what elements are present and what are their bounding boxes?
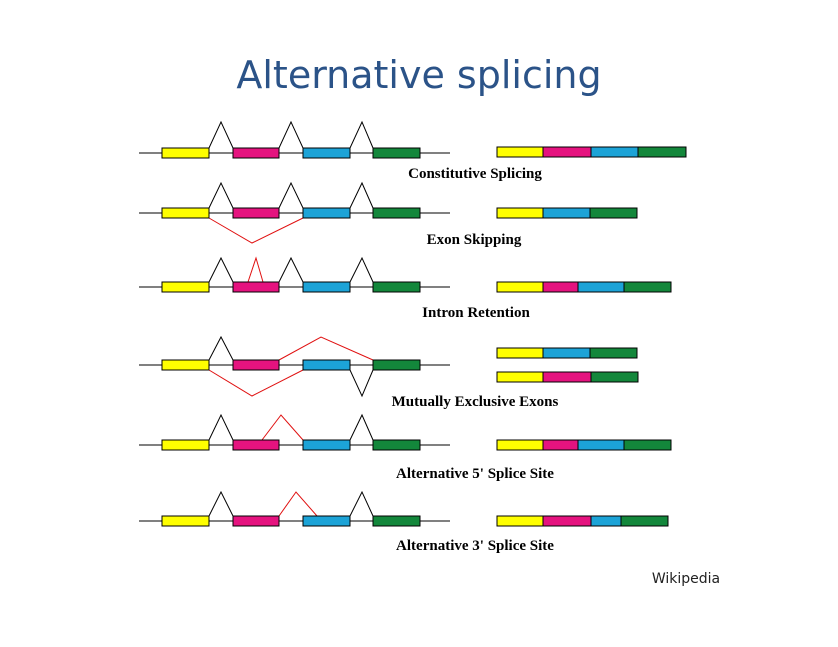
exon [372, 207, 421, 219]
label: Alternative 3' Splice Site [396, 538, 554, 554]
mrna-exon [542, 371, 592, 383]
diagram-exon-skipping: Exon Skipping [139, 181, 638, 248]
mrna-exon [496, 439, 544, 451]
mrna-exon [542, 146, 592, 158]
splice [278, 181, 304, 209]
mrna-exon [623, 281, 672, 293]
mrna-exon [542, 281, 579, 293]
splice [208, 335, 234, 361]
diagram-alt-3-prime: Alternative 3' Splice Site [139, 490, 669, 554]
splice [208, 256, 234, 283]
exon [232, 281, 280, 293]
splice [349, 490, 374, 517]
exon [161, 439, 210, 451]
splice [278, 256, 304, 283]
splice [349, 413, 374, 441]
splice [349, 181, 374, 209]
mrna-exon [542, 515, 592, 527]
mrna-exon [496, 347, 544, 359]
exon [372, 147, 421, 159]
exon [232, 515, 280, 527]
mrna-exon [577, 439, 625, 451]
exon [302, 359, 351, 371]
mrna-exon [542, 439, 579, 451]
mrna-exon [590, 371, 639, 383]
alt-splice [278, 336, 374, 361]
exon [232, 359, 280, 371]
mrna-exon [589, 207, 638, 219]
exon [372, 281, 421, 293]
mrna-exon [496, 146, 544, 158]
alt-splice [208, 369, 304, 397]
mrna-exon [542, 207, 591, 219]
exon [372, 439, 421, 451]
diagram-intron-retention: Intron Retention [139, 256, 672, 321]
mrna-exon [590, 515, 622, 527]
splice [278, 120, 304, 149]
label: Alternative 5' Splice Site [396, 466, 554, 482]
exon [232, 207, 280, 219]
splice [349, 120, 374, 149]
title: Alternative splicing [236, 53, 601, 97]
mrna-exon [496, 515, 544, 527]
mrna-exon [577, 281, 625, 293]
credit: Wikipedia [652, 571, 720, 587]
exon [161, 207, 210, 219]
label: Exon Skipping [427, 232, 522, 248]
exon [232, 439, 280, 451]
splice [208, 120, 234, 149]
exon [302, 207, 351, 219]
splice [208, 181, 234, 209]
diagram-mutually-exclusive: Mutually Exclusive Exons [139, 335, 639, 410]
mrna-exon [496, 207, 544, 219]
splice [349, 256, 374, 283]
diagram-constitutive: Constitutive Splicing [139, 120, 687, 182]
exon [302, 281, 351, 293]
diagram-alt-5-prime: Alternative 5' Splice Site [139, 413, 672, 482]
mrna-exon [496, 281, 544, 293]
label: Mutually Exclusive Exons [392, 394, 559, 410]
mrna-exon [542, 347, 591, 359]
mrna-exon [623, 439, 672, 451]
splice [349, 369, 374, 398]
exon [161, 515, 210, 527]
exon [302, 515, 351, 527]
exon [161, 281, 210, 293]
alt-splice [208, 217, 304, 244]
label: Constitutive Splicing [408, 166, 542, 182]
exon [302, 439, 351, 451]
exon [372, 515, 421, 527]
exon [372, 359, 421, 371]
mrna-exon [620, 515, 669, 527]
mrna-exon [589, 347, 638, 359]
mrna-exon [637, 146, 687, 158]
alt-splice [261, 414, 304, 441]
splice [208, 490, 234, 517]
mrna-exon [496, 371, 544, 383]
exon [161, 147, 210, 159]
splice [208, 413, 234, 441]
label: Intron Retention [422, 305, 530, 321]
exon [232, 147, 280, 159]
alt-splice [278, 491, 318, 517]
exon [161, 359, 210, 371]
exon [302, 147, 351, 159]
alt-splice [247, 256, 264, 283]
mrna-exon [590, 146, 639, 158]
